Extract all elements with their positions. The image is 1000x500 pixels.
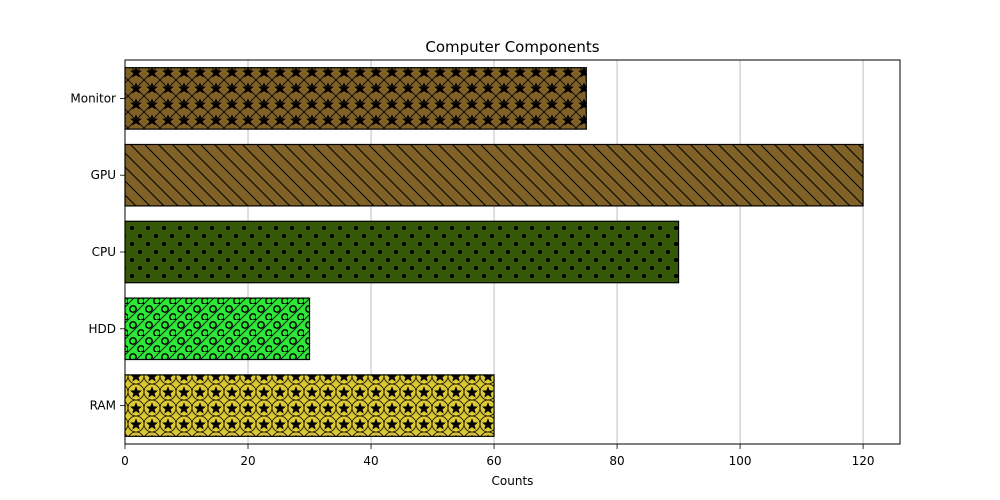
x-tick-label: 60 (486, 454, 501, 468)
x-axis-label: Counts (492, 474, 534, 488)
y-tick-label: GPU (91, 168, 116, 182)
y-tick-label: Monitor (70, 91, 116, 105)
x-tick-label: 120 (852, 454, 875, 468)
bars (124, 67, 864, 437)
bar-hdd (124, 297, 311, 361)
bar-cpu (124, 220, 680, 284)
x-tick-label: 100 (729, 454, 752, 468)
y-tick-label: RAM (90, 399, 116, 413)
bar-ram (124, 374, 495, 437)
x-axis-ticks: 0 20 40 60 80 100 120 (121, 444, 875, 468)
chart-title: Computer Components (425, 38, 599, 56)
bar-gpu (124, 143, 864, 207)
y-tick-label: HDD (88, 322, 116, 336)
x-tick-label: 20 (240, 454, 255, 468)
x-tick-label: 80 (609, 454, 624, 468)
y-tick-label: CPU (92, 245, 116, 259)
x-tick-label: 0 (121, 454, 129, 468)
bar-monitor (124, 67, 587, 130)
x-tick-label: 40 (363, 454, 378, 468)
y-axis-ticks: RAM HDD CPU GPU Monitor (70, 91, 125, 413)
